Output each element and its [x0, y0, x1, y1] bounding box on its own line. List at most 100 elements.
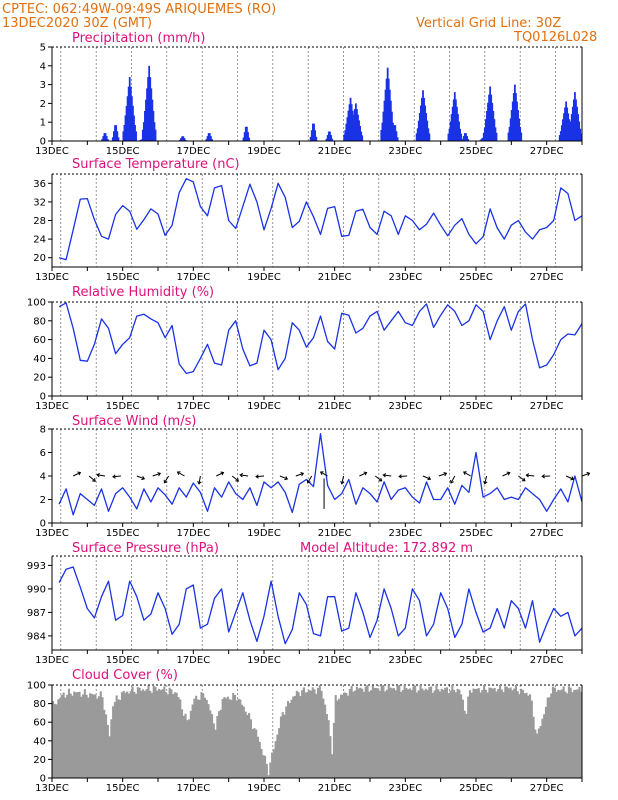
precip-bar [508, 126, 511, 141]
cloud-bar [442, 689, 445, 778]
cloud-bar [534, 729, 537, 778]
precip-bar [480, 139, 483, 141]
cloud-bar [87, 697, 90, 778]
cloud-bar [83, 689, 86, 778]
cloud-bar [567, 686, 570, 778]
precip-bar [149, 77, 152, 141]
cloud-bar [237, 698, 240, 778]
wind-arrow-head [483, 480, 488, 485]
cloud-bar [527, 695, 530, 778]
x-tick-label: 17DEC [176, 655, 210, 666]
cloud-bar [380, 685, 383, 778]
cloud-bar [202, 693, 205, 778]
wind-arrow-head [197, 480, 202, 485]
precip-bar [513, 84, 516, 141]
cloud-bar [498, 685, 502, 778]
cloud-bar [138, 687, 141, 778]
precip-bar [351, 120, 354, 141]
precip-bar [487, 102, 489, 141]
precip-bar [102, 136, 105, 141]
cloud-bar [193, 698, 196, 778]
cloud-bar [415, 692, 419, 778]
x-tick-label: 19DEC [247, 655, 281, 666]
cloud-bar [468, 690, 472, 778]
x-tick-label: 25DEC [459, 401, 493, 412]
cloud-bar [279, 716, 282, 778]
cloud-bar [361, 688, 364, 778]
cloud-bar [112, 706, 115, 778]
cloud-bar [74, 692, 78, 778]
cloud-bar [286, 701, 290, 778]
precip-bar [111, 137, 114, 141]
wind-arrow [422, 475, 431, 480]
cloud-bar [362, 691, 366, 778]
precip-bar [385, 78, 388, 141]
cloud-bar [573, 689, 576, 778]
wind-arrow [198, 475, 201, 484]
precip-bar [576, 106, 578, 141]
cloud-bar [239, 699, 242, 778]
cloud-bar [405, 688, 408, 778]
x-tick-label: 23DEC [388, 655, 422, 666]
cloud-bar [423, 690, 426, 778]
precip-bar [491, 102, 494, 141]
precip-bar [495, 132, 498, 141]
cloud-bar [182, 715, 185, 778]
y-tick-label: 20 [33, 373, 46, 384]
cloud-bar [219, 709, 222, 778]
cloud-bar [580, 691, 583, 778]
precip-bar [424, 105, 427, 141]
precip-bar [151, 99, 154, 141]
cloud-bar [560, 689, 563, 778]
cloud-bar [230, 699, 233, 778]
cloud-bar [511, 690, 514, 778]
cloud-bar [179, 699, 182, 778]
wind-arrow-head [163, 479, 168, 484]
y-tick-label: 80 [33, 316, 46, 327]
cloud-bar [180, 709, 184, 778]
cloud-bar [110, 719, 113, 778]
precip-bar [393, 125, 396, 141]
cloud-bar [553, 687, 556, 778]
cloud-bar [166, 694, 169, 778]
precip-bar [312, 123, 314, 141]
cloud-bar [384, 691, 387, 778]
wind-arrow-head [77, 471, 82, 476]
cloud-bar [295, 690, 298, 778]
cloud-bar [304, 692, 307, 778]
cloud-bar [403, 685, 406, 778]
cloud-bar [94, 694, 97, 778]
cloud-bar [145, 689, 148, 778]
cloud-bar [168, 687, 171, 778]
cloud-bar [158, 688, 161, 778]
x-tick-label: 23DEC [388, 272, 422, 283]
cloud-bar [426, 689, 429, 778]
precip-bar [489, 86, 492, 141]
y-tick-label: 60 [33, 718, 46, 729]
precip-bar [481, 137, 484, 141]
cloud-bar [120, 692, 123, 778]
precip-bar [130, 96, 133, 141]
x-tick-label: 13DEC [35, 401, 69, 412]
precip-bar [181, 136, 184, 141]
wind-arrow-head [463, 471, 467, 475]
x-tick-label: 15DEC [106, 655, 140, 666]
y-tick-label: 0 [40, 392, 46, 403]
cloud-bar [490, 687, 493, 778]
precip-bar [391, 111, 393, 141]
wind-arrow [374, 475, 382, 482]
cloud-bar [57, 699, 60, 778]
x-tick-label: 17DEC [176, 272, 210, 283]
model-code: TQ0126L028 [513, 30, 597, 45]
cloud-bar [325, 714, 328, 778]
cloud-bar [463, 710, 466, 778]
precip-bar [140, 139, 143, 141]
precip-bar [565, 101, 567, 141]
precip-bar [182, 136, 185, 141]
cloud-bar [272, 749, 275, 778]
cloud-bar [256, 736, 260, 778]
cloud-bar [347, 695, 350, 778]
precip-bar [567, 113, 570, 141]
y-tick-label: 40 [33, 354, 46, 365]
wind-arrow-head [363, 471, 368, 476]
